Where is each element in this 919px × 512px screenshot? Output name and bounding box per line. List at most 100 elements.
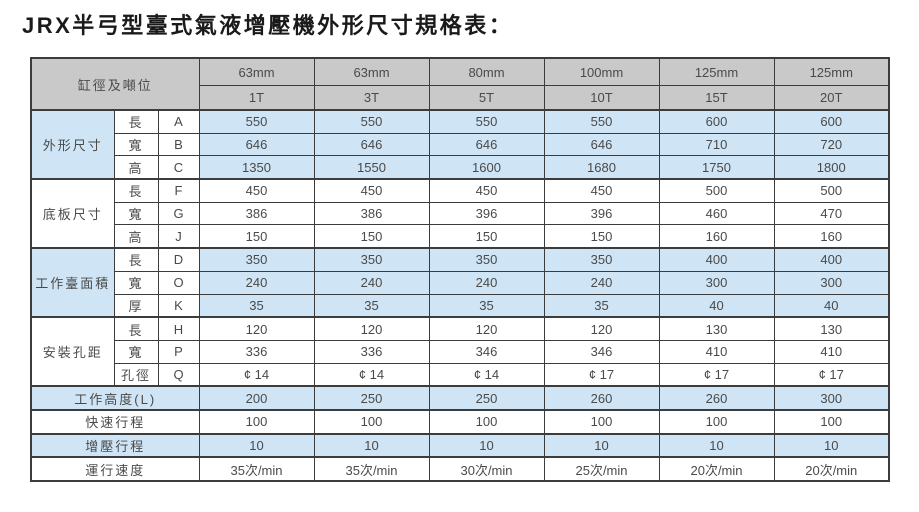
spec-value: 35次/min (313, 456, 430, 482)
dimension-code: C (157, 155, 200, 180)
group-label: 底板尺寸 (30, 178, 115, 249)
table-row: 寬 B 646 646 646 646 710 720 (31, 132, 890, 157)
table-row: 快速行程 100 100 100 100 100 100 (30, 408, 890, 435)
spec-value: 35 (428, 293, 545, 318)
spec-value: 10 (773, 432, 890, 458)
spec-value: 1350 (198, 155, 315, 180)
column-bore-header: 125mm (658, 57, 775, 86)
footer-row-label: 運行速度 (30, 456, 200, 482)
spec-value: 240 (313, 270, 430, 295)
table-row: 高 C 1350 1550 1600 1680 1750 1800 (31, 155, 890, 180)
table-header: 缸徑及噸位 63mm 63mm 80mm 100mm 125mm 125mm 1T 3T 5T 10… (30, 57, 890, 111)
spec-value: ¢ 14 (428, 362, 545, 387)
group-label: 工作臺面積 (30, 247, 115, 318)
spec-value: 500 (658, 178, 775, 203)
spec-value: 450 (428, 178, 545, 203)
dimension-code: O (157, 270, 200, 295)
spec-value: 710 (658, 132, 775, 157)
spec-value: 130 (773, 316, 890, 341)
dimension-label: 長 (113, 316, 159, 341)
dimension-label: 高 (113, 224, 159, 249)
spec-value: 470 (773, 201, 890, 226)
spec-value: 40 (658, 293, 775, 318)
dimension-code: G (157, 201, 200, 226)
group-label: 外形尺寸 (30, 108, 115, 180)
dimension-code: J (157, 224, 200, 249)
spec-value: 20次/min (658, 456, 775, 482)
dimension-label: 寬 (113, 132, 159, 157)
spec-value: 450 (313, 178, 430, 203)
spec-value: 35 (543, 293, 660, 318)
spec-value: 260 (543, 385, 660, 411)
column-tonnage-header: 15T (658, 85, 775, 111)
dimension-code: Q (157, 362, 200, 387)
spec-value: 396 (428, 201, 545, 226)
spec-value: 30次/min (428, 456, 545, 482)
column-bore-header: 80mm (428, 57, 545, 86)
dimension-code: P (157, 339, 200, 364)
footer-row-label: 工作高度(L) (30, 385, 200, 411)
spec-value: 240 (198, 270, 315, 295)
column-bore-header: 125mm (773, 57, 890, 86)
spec-value: 646 (428, 132, 545, 157)
spec-value: 450 (543, 178, 660, 203)
spec-value: 100 (658, 408, 775, 435)
spec-value: 150 (198, 224, 315, 249)
spec-value: 100 (773, 408, 890, 435)
spec-value: 400 (658, 247, 775, 272)
spec-value: 160 (658, 224, 775, 249)
column-tonnage-header: 5T (428, 85, 545, 111)
spec-value: 346 (543, 339, 660, 364)
column-tonnage-header: 10T (543, 85, 660, 111)
spec-value: 1800 (773, 155, 890, 180)
dimension-label: 高 (113, 155, 159, 180)
spec-value: 240 (543, 270, 660, 295)
footer-row-label: 快速行程 (30, 408, 200, 435)
spec-value: 150 (428, 224, 545, 249)
spec-value: 550 (543, 108, 660, 134)
spec-value: 600 (773, 108, 890, 134)
spec-value: 160 (773, 224, 890, 249)
spec-value: 550 (313, 108, 430, 134)
spec-value: 350 (428, 247, 545, 272)
column-tonnage-header: 20T (773, 85, 890, 111)
dimension-label: 孔徑 (113, 362, 159, 387)
dimension-code: D (157, 247, 200, 272)
spec-value: 130 (658, 316, 775, 341)
table-row: 寬 P 336 336 346 346 410 410 (31, 339, 890, 364)
spec-value: 300 (773, 270, 890, 295)
spec-value: 10 (313, 432, 430, 458)
spec-value: ¢ 14 (198, 362, 315, 387)
spec-value: 600 (658, 108, 775, 134)
dimension-code: B (157, 132, 200, 157)
spec-value: 100 (428, 408, 545, 435)
column-bore-header: 100mm (543, 57, 660, 86)
spec-value: 120 (428, 316, 545, 341)
table-row: 工作臺面積長 D 350 350 350 350 400 400 (30, 247, 890, 318)
spec-value: 40 (773, 293, 890, 318)
table-row: 運行速度 35次/min 35次/min 30次/min 25次/min 20次/min 2… (30, 456, 890, 482)
spec-value: 100 (543, 408, 660, 435)
spec-value: 100 (198, 408, 315, 435)
spec-value: 720 (773, 132, 890, 157)
dimension-code: A (157, 108, 200, 134)
spec-value: ¢ 17 (658, 362, 775, 387)
spec-value: 450 (198, 178, 315, 203)
page-title: JRX半弓型臺式氣液增壓機外形尺寸規格表： (22, 13, 514, 38)
spec-value: 10 (543, 432, 660, 458)
column-tonnage-header: 1T (198, 85, 315, 111)
spec-value: 35 (198, 293, 315, 318)
table-body: 外形尺寸長 A 550 550 550 550 600 600 寬 B 646 646 646 646 71… (30, 108, 890, 482)
spec-value: 336 (313, 339, 430, 364)
spec-value: 1680 (543, 155, 660, 180)
spec-value: 35 (313, 293, 430, 318)
dimension-code: H (157, 316, 200, 341)
spec-value: 646 (313, 132, 430, 157)
footer-row-label: 增壓行程 (30, 432, 200, 458)
spec-value: 646 (198, 132, 315, 157)
spec-value: 500 (773, 178, 890, 203)
spec-value: 250 (313, 385, 430, 411)
dimension-label: 寬 (113, 339, 159, 364)
table-row: 厚 K 35 35 35 35 40 40 (31, 293, 890, 318)
